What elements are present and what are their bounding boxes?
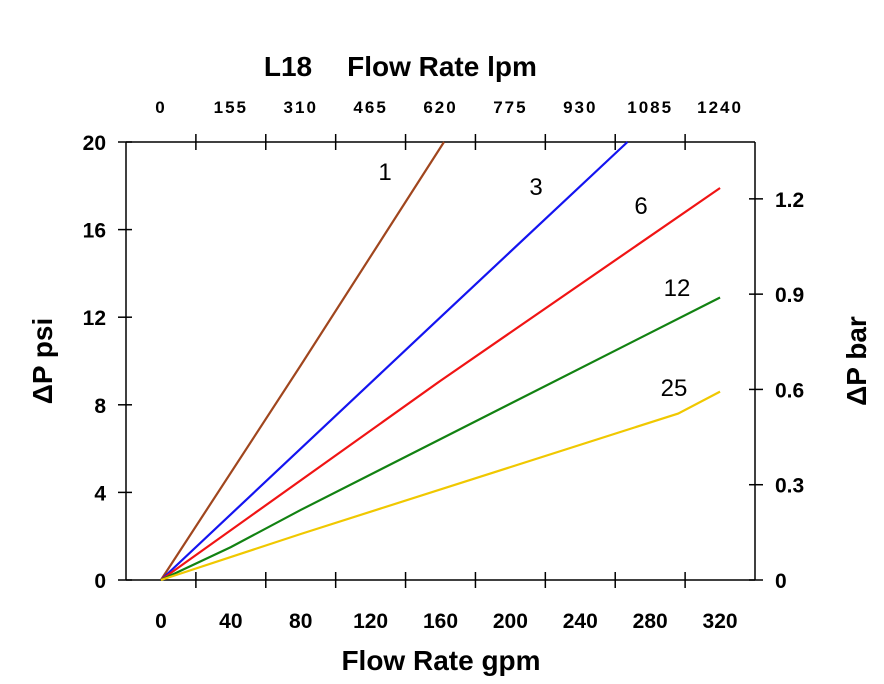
series-label-12: 12 [664, 275, 691, 302]
right-tick-label: 0.9 [775, 284, 804, 307]
x-tick-label: 240 [563, 610, 598, 633]
right-tick-label: 0.6 [775, 379, 804, 402]
x-tick-label: 40 [219, 610, 242, 633]
chart-title: L18 [264, 51, 312, 82]
x-tick-label: 120 [353, 610, 388, 633]
series-label-1: 1 [378, 159, 391, 186]
y-axis-title: ΔP psi [27, 318, 58, 405]
top-tick-label: 1085 [627, 98, 673, 117]
right-tick-label: 0.3 [775, 475, 804, 498]
y-tick-label: 0 [94, 570, 106, 593]
x-tick-label: 0 [155, 610, 167, 633]
x-tick-label: 280 [633, 610, 668, 633]
series-label-6: 6 [634, 193, 647, 220]
y-tick-label: 16 [83, 220, 106, 243]
top-tick-label: 1240 [697, 98, 743, 117]
top-axis-title: Flow Rate lpm [347, 51, 537, 82]
series-label-3: 3 [529, 174, 542, 201]
series-line-25 [160, 390, 721, 582]
x-tick-label: 320 [703, 610, 738, 633]
y-tick-label: 12 [83, 307, 106, 330]
right-tick-label: 1.2 [775, 189, 804, 212]
series-label-25: 25 [661, 375, 688, 402]
right-tick-label: 0 [775, 570, 787, 593]
x-tick-label: 200 [493, 610, 528, 633]
series-line-1 [160, 141, 445, 581]
series-line-12 [160, 296, 721, 581]
series-line-6 [160, 187, 721, 581]
top-tick-label: 930 [563, 98, 597, 117]
top-tick-label: 155 [214, 98, 248, 117]
right-axis-title: ΔP bar [841, 316, 872, 406]
y-tick-label: 20 [83, 132, 106, 155]
top-tick-label: 310 [284, 98, 318, 117]
y-tick-label: 4 [94, 482, 106, 505]
series-line-3 [160, 141, 629, 581]
x-tick-label: 160 [423, 610, 458, 633]
top-tick-label: 775 [493, 98, 527, 117]
top-tick-label: 0 [155, 98, 166, 117]
top-tick-label: 620 [423, 98, 457, 117]
x-axis-title: Flow Rate gpm [341, 645, 540, 676]
y-tick-label: 8 [94, 395, 106, 418]
top-tick-label: 465 [353, 98, 387, 117]
x-tick-label: 80 [289, 610, 312, 633]
